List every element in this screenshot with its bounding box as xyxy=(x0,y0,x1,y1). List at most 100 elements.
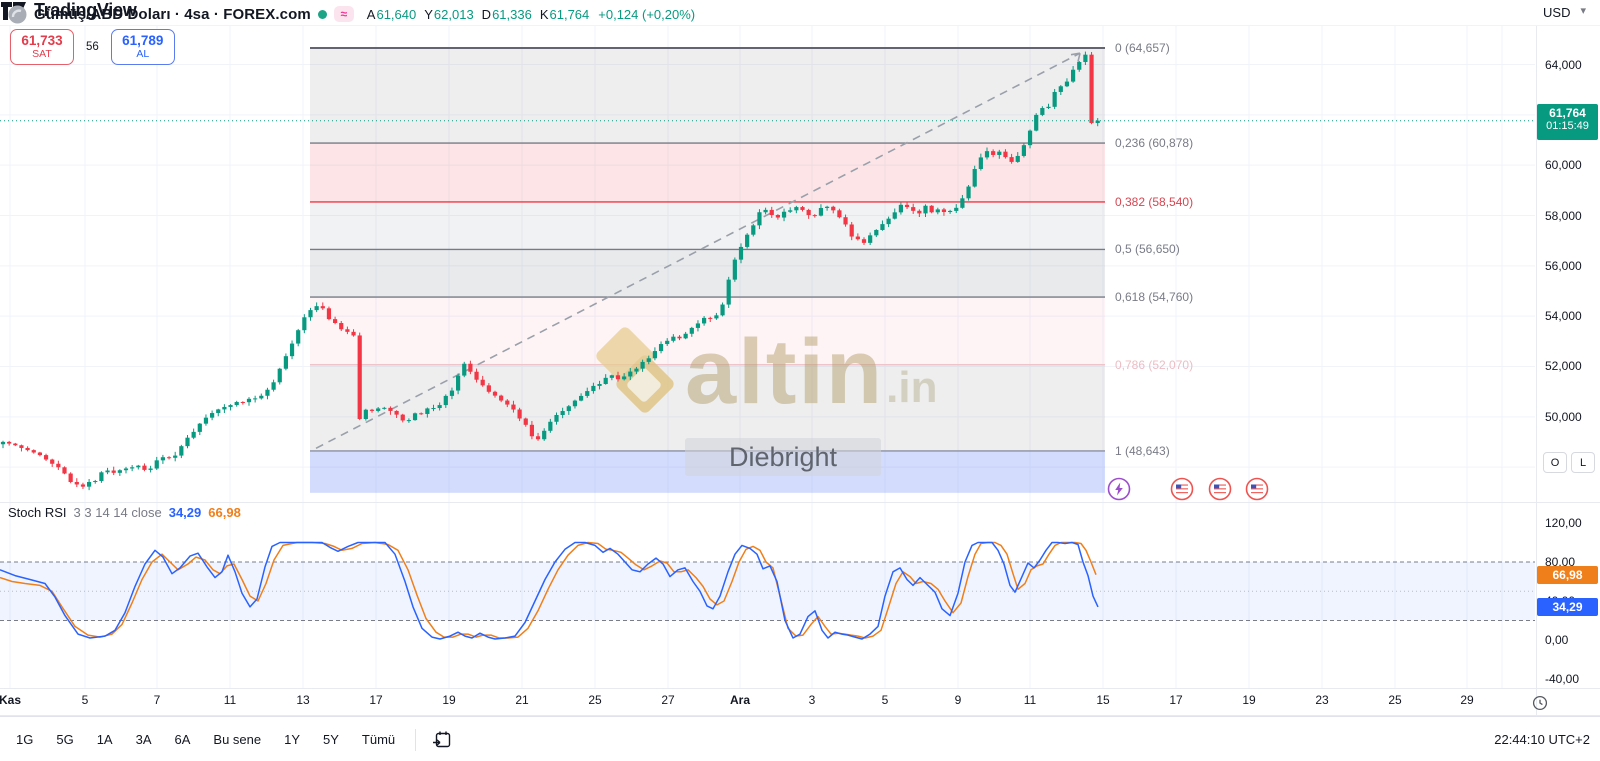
price-change: +0,124 (+0,20%) xyxy=(598,6,696,22)
pane-separator xyxy=(0,502,1600,503)
bottom-toolbar: 1G 5G 1A 3A 6A Bu sene 1Y 5Y Tümü 22:44:10 UTC+2 xyxy=(0,716,1600,761)
time-axis-label: 11 xyxy=(1023,693,1037,707)
range-button-3a[interactable]: 3A xyxy=(135,732,152,747)
symbol-title[interactable]: Gümüş/ABD Doları · 4sa · FOREX.com xyxy=(34,5,311,23)
clock-icon[interactable] xyxy=(1532,695,1548,711)
sell-label: SAT xyxy=(32,47,52,60)
time-axis-label: 3 xyxy=(808,693,816,707)
pane-separator xyxy=(0,688,1600,689)
market-status-dot-icon[interactable] xyxy=(317,9,327,19)
indicator-name: Stoch RSI xyxy=(8,505,67,520)
stoch-axis-label: 120,00 xyxy=(1545,516,1582,530)
pane-separator xyxy=(0,25,1600,26)
time-axis-label: Ara xyxy=(729,693,751,707)
coin-icon xyxy=(8,5,27,23)
range-button-6a[interactable]: 6A xyxy=(174,732,191,747)
time-axis-label: 19 xyxy=(1242,693,1256,707)
sell-button[interactable]: 61,733 SAT xyxy=(10,29,74,65)
symbol-header: Gümüş/ABD Doları · 4sa · FOREX.com ≈ A61… xyxy=(8,4,695,24)
price-axis-label: 56,000 xyxy=(1545,258,1582,273)
range-button-1a[interactable]: 1A xyxy=(96,732,113,747)
us-economic-event-icon[interactable] xyxy=(1245,477,1269,501)
ohlc-pair: D61,336 xyxy=(482,7,532,22)
time-axis-label: 17 xyxy=(1169,693,1183,707)
price-axis-border xyxy=(1536,25,1537,715)
price-axis-label: 60,000 xyxy=(1545,158,1582,173)
buy-button[interactable]: 61,789 AL xyxy=(110,29,175,65)
buy-price: 61,789 xyxy=(122,32,164,48)
trade-panel: 61,733 SAT 56 61,789 AL xyxy=(10,29,175,65)
l-button[interactable]: L xyxy=(1571,452,1595,473)
ohlc-letter: A xyxy=(366,6,376,22)
range-button-1y[interactable]: 1Y xyxy=(284,732,301,747)
range-button-5g[interactable]: 5G xyxy=(56,732,74,747)
ohlc-pair: K61,764 xyxy=(540,7,589,22)
date-range-buttons: 1G 5G 1A 3A 6A Bu sene 1Y 5Y Tümü xyxy=(0,732,395,747)
pane-separator xyxy=(0,715,1600,716)
ohlc-values: A61,640 Y62,013 D61,336 K61,764 +0,124 (+0,2… xyxy=(367,7,695,22)
time-axis-label: 17 xyxy=(369,693,383,707)
us-economic-event-icon[interactable] xyxy=(1170,477,1194,501)
time-axis-label: 15 xyxy=(1096,693,1110,707)
fib-level-label: 0,5 (56,650) xyxy=(1115,242,1180,257)
price-axis-label: 54,000 xyxy=(1545,309,1582,324)
time-axis-label: 9 xyxy=(954,693,962,707)
price-axis-label: 64,000 xyxy=(1545,57,1582,72)
stoch-axis-label: 0,00 xyxy=(1545,633,1569,647)
ohlc-pair: Y62,013 xyxy=(424,7,473,22)
sell-price: 61,733 xyxy=(21,32,63,48)
time-axis-label: 19 xyxy=(442,693,456,707)
currency-label: USD xyxy=(1543,5,1571,20)
ohlc-pair: A61,640 xyxy=(367,7,416,22)
clock-text: 22:44:10 UTC+2 xyxy=(1494,732,1590,747)
fib-level-label: 0,618 (54,760) xyxy=(1115,290,1194,305)
stoch-k-tag: 34,29 xyxy=(1537,597,1598,616)
time-axis-label: Kas xyxy=(0,693,22,707)
stoch-d-tag: 66,98 xyxy=(1537,565,1598,584)
ohlc-value: 61,764 xyxy=(549,6,590,22)
ohlc-value: 61,640 xyxy=(376,6,417,22)
price-axis-label: 58,000 xyxy=(1545,208,1582,223)
price-axis-label: 50,000 xyxy=(1545,409,1582,424)
time-axis-label: 11 xyxy=(223,693,237,707)
timezone-clock[interactable]: 22:44:10 UTC+2 xyxy=(1494,717,1590,761)
stoch-axis-label: -40,00 xyxy=(1545,672,1580,686)
time-axis-label: 21 xyxy=(515,693,529,707)
spread-value: 56 xyxy=(86,41,99,53)
time-axis-label: 7 xyxy=(153,693,161,707)
ohlc-value: 61,336 xyxy=(492,6,532,22)
indicator-legend[interactable]: Stoch RSI 3 3 14 14 close 34,29 66,98 xyxy=(8,505,241,520)
fib-level-label: 1 (48,643) xyxy=(1115,443,1170,458)
toolbar-divider xyxy=(415,728,417,751)
indicator-params: 3 3 14 14 close xyxy=(73,505,162,520)
range-button-1g[interactable]: 1G xyxy=(16,732,34,747)
current-price-value: 61,764 xyxy=(1549,105,1586,120)
current-price-tag: 61,764 01:15:49 xyxy=(1537,103,1598,140)
range-button-tümü[interactable]: Tümü xyxy=(361,732,396,747)
ohlc-letter: D xyxy=(481,6,492,22)
fair-value-badge-icon[interactable]: ≈ xyxy=(333,6,354,22)
time-axis-label: 29 xyxy=(1460,693,1474,707)
us-economic-event-icon[interactable] xyxy=(1208,477,1232,501)
time-axis-label: 27 xyxy=(661,693,675,707)
ohlc-letter: K xyxy=(539,6,549,22)
range-button-5y[interactable]: 5Y xyxy=(323,732,339,747)
time-axis-label: 5 xyxy=(881,693,889,707)
lightning-event-icon[interactable] xyxy=(1107,477,1131,501)
ohlc-value: 62,013 xyxy=(433,6,474,22)
fib-level-label: 0,382 (58,540) xyxy=(1115,194,1194,209)
fib-level-label: 0,236 (60,878) xyxy=(1115,136,1194,151)
indicator-k-value: 34,29 xyxy=(168,505,202,520)
goto-date-button[interactable] xyxy=(432,729,453,750)
time-axis-label: 25 xyxy=(588,693,602,707)
indicator-d-value: 66,98 xyxy=(208,505,241,520)
currency-selector[interactable]: USD ▾ xyxy=(1543,5,1586,20)
buy-label: AL xyxy=(136,47,150,60)
o-button[interactable]: O xyxy=(1543,452,1567,473)
time-axis-label: 5 xyxy=(81,693,89,707)
time-axis-label: 25 xyxy=(1388,693,1402,707)
range-button-bu-sene[interactable]: Bu sene xyxy=(213,732,262,747)
stoch-axis-label: 80,00 xyxy=(1545,555,1576,569)
